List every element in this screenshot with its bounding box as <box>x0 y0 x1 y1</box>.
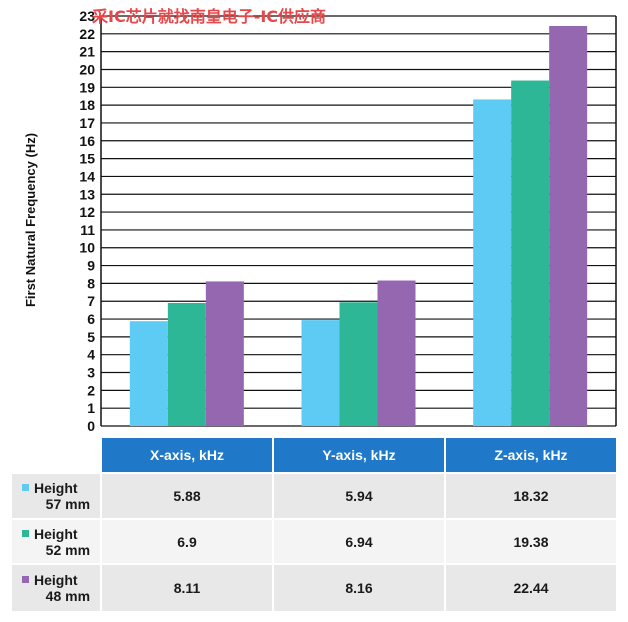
row-label-line2: 52 mm <box>45 541 91 558</box>
y-tick-label: 0 <box>87 418 95 434</box>
table-cell: 18.32 <box>444 472 616 518</box>
table-cell: 22.44 <box>444 563 616 611</box>
y-tick-label: 13 <box>79 186 95 202</box>
bar <box>339 302 378 426</box>
bars <box>129 25 588 427</box>
y-tick-label: 3 <box>87 365 95 381</box>
y-tick-label: 23 <box>79 8 95 24</box>
bar <box>167 303 206 426</box>
row-label-line1: Height <box>34 525 78 542</box>
legend-swatch <box>22 576 29 583</box>
bar <box>549 25 588 427</box>
y-tick-label: 22 <box>79 26 95 42</box>
y-tick-label: 18 <box>79 97 95 113</box>
column-header-y: Y-axis, kHz <box>272 438 444 472</box>
table-row: Height 48 mm 8.11 8.16 22.44 <box>10 563 616 611</box>
y-tick-label: 14 <box>79 168 95 184</box>
table-header-row: X-axis, kHz Y-axis, kHz Z-axis, kHz <box>10 438 616 472</box>
y-tick-label: 1 <box>87 400 95 416</box>
y-tick-label: 4 <box>87 347 95 363</box>
table-row: Height 52 mm 6.9 6.94 19.38 <box>10 518 616 563</box>
table-cell: 6.94 <box>272 518 444 563</box>
table-cell: 6.9 <box>100 518 272 563</box>
y-axis-label: First Natural Frequency (Hz) <box>23 133 38 307</box>
row-header: Height 48 mm <box>10 563 100 611</box>
legend-swatch <box>22 484 29 491</box>
row-header: Height 52 mm <box>10 518 100 563</box>
table-cell: 8.11 <box>100 563 272 611</box>
table-cell: 5.88 <box>100 472 272 518</box>
y-tick-label: 7 <box>87 293 95 309</box>
table-cell: 19.38 <box>444 518 616 563</box>
y-tick-label: 15 <box>79 151 95 167</box>
y-tick-label: 8 <box>87 275 95 291</box>
column-header-x: X-axis, kHz <box>100 438 272 472</box>
y-tick-label: 19 <box>79 79 95 95</box>
y-tick-label: 16 <box>79 133 95 149</box>
bar <box>377 280 416 426</box>
row-header: Height 57 mm <box>10 472 100 518</box>
axes <box>100 16 617 426</box>
row-label-line1: Height <box>34 480 78 496</box>
table-cell: 5.94 <box>272 472 444 518</box>
legend-swatch <box>22 529 29 537</box>
y-tick-label: 12 <box>79 204 95 220</box>
y-tick-label: 9 <box>87 258 95 274</box>
data-table: X-axis, kHz Y-axis, kHz Z-axis, kHz Heig… <box>10 438 616 611</box>
y-tick-label: 2 <box>87 382 95 398</box>
row-label-line1: Height <box>34 572 78 588</box>
bar <box>473 99 512 426</box>
y-tick-label: 6 <box>87 311 95 327</box>
table-row: Height 57 mm 5.88 5.94 18.32 <box>10 472 616 518</box>
y-tick-label: 5 <box>87 329 95 345</box>
bar <box>511 80 550 427</box>
y-tick-label: 10 <box>79 240 95 256</box>
y-tick-label: 11 <box>80 222 95 238</box>
y-tick-label: 20 <box>79 61 95 77</box>
bar <box>301 320 340 426</box>
y-tick-label: 17 <box>79 115 95 131</box>
row-label-line2: 57 mm <box>45 496 91 512</box>
table-cell: 8.16 <box>272 563 444 611</box>
watermark-text: 采IC芯片就找南皇电子-IC供应商 <box>91 7 326 26</box>
y-tick-label: 21 <box>79 44 95 60</box>
column-header-z: Z-axis, kHz <box>444 438 616 472</box>
row-label-line2: 48 mm <box>45 588 91 604</box>
bar <box>205 281 244 426</box>
table-corner-cell <box>10 438 100 472</box>
bar <box>129 321 168 426</box>
